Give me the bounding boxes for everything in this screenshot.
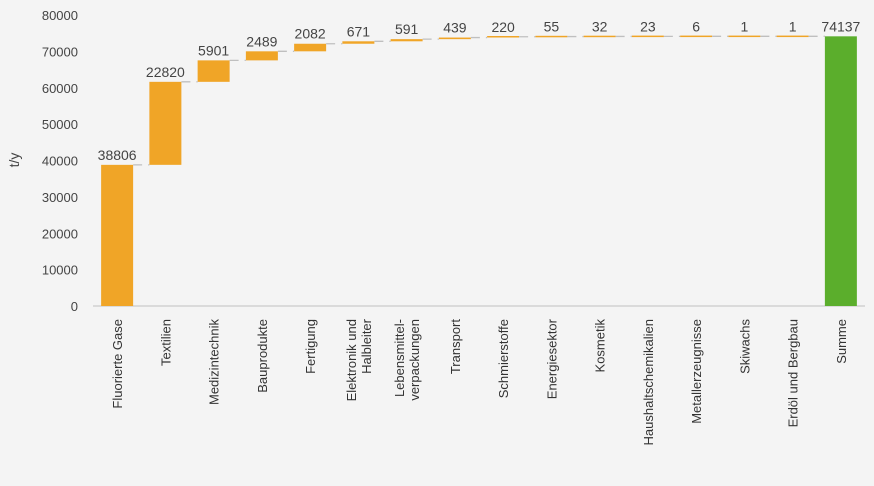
category-label: Transport — [448, 319, 463, 375]
data-label: 220 — [491, 19, 515, 35]
category-label: Haushaltschemikalien — [641, 319, 656, 445]
y-tick-label: 10000 — [42, 263, 78, 278]
waterfall-bar — [390, 39, 423, 42]
category-label: Schmierstoffe — [496, 319, 511, 398]
data-label: 671 — [347, 23, 371, 39]
waterfall-bar — [583, 35, 616, 38]
category-label-group: Textilien — [158, 319, 173, 366]
category-label: Kosmetik — [593, 319, 608, 373]
data-label: 6 — [692, 18, 700, 34]
waterfall-bar — [728, 35, 761, 38]
data-label: 32 — [592, 18, 608, 34]
category-label-group: Metallerzeugnisse — [689, 319, 704, 424]
data-label: 2489 — [246, 33, 277, 49]
data-label: 591 — [395, 21, 419, 37]
data-label: 439 — [443, 20, 467, 36]
data-label: 38806 — [98, 147, 137, 163]
data-label: 23 — [640, 18, 656, 34]
data-label: 1 — [740, 18, 748, 34]
category-label: Elektronik und — [344, 319, 359, 401]
y-tick-label: 30000 — [42, 190, 78, 205]
category-label: Lebensmittel- — [392, 319, 407, 397]
category-label: Summe — [834, 319, 849, 364]
category-label: Bauprodukte — [255, 319, 270, 393]
data-label: 5901 — [198, 42, 229, 58]
data-label: 22820 — [146, 64, 185, 80]
category-label-group: Lebensmittel-verpackungen — [392, 319, 422, 401]
waterfall-bar — [680, 35, 713, 38]
category-label-group: Kosmetik — [593, 319, 608, 373]
category-label-group: Transport — [448, 319, 463, 375]
category-label: Fluorierte Gase — [110, 319, 125, 409]
data-label: 55 — [544, 19, 560, 35]
y-tick-label: 80000 — [42, 8, 78, 23]
data-label: 74137 — [821, 18, 860, 34]
total-bar — [824, 36, 857, 307]
waterfall-bar — [776, 35, 809, 38]
waterfall-bar — [487, 36, 520, 38]
y-tick-label: 70000 — [42, 44, 78, 59]
waterfall-bar — [631, 35, 664, 38]
waterfall-bar — [197, 60, 230, 82]
category-label: Metallerzeugnisse — [689, 319, 704, 424]
category-label: Medizintechnik — [207, 319, 222, 405]
category-label-group: Erdöl und Bergbau — [786, 319, 801, 427]
data-label: 1 — [789, 18, 797, 34]
data-label: 2082 — [295, 26, 326, 42]
category-label-group: Fluorierte Gase — [110, 319, 125, 409]
category-label-group: Energiesektor — [544, 318, 559, 399]
waterfall-bar — [149, 81, 182, 165]
waterfall-bar — [101, 164, 134, 306]
y-tick-label: 0 — [71, 299, 78, 314]
y-tick-label: 60000 — [42, 81, 78, 96]
category-label: Halbleiter — [359, 318, 374, 374]
category-label: Energiesektor — [544, 318, 559, 399]
waterfall-bar — [294, 43, 327, 52]
y-tick-label: 50000 — [42, 117, 78, 132]
category-label: Textilien — [158, 319, 173, 366]
waterfall-bar — [438, 37, 471, 40]
category-label: Skiwachs — [737, 319, 752, 374]
waterfall-bar — [342, 41, 375, 44]
category-label-group: Schmierstoffe — [496, 319, 511, 398]
category-label-group: Haushaltschemikalien — [641, 319, 656, 445]
category-label-group: Bauprodukte — [255, 319, 270, 393]
category-label: Erdöl und Bergbau — [786, 319, 801, 427]
y-tick-label: 40000 — [42, 154, 78, 169]
waterfall-bar — [245, 51, 278, 61]
y-tick-label: 20000 — [42, 226, 78, 241]
category-label-group: Fertigung — [303, 319, 318, 374]
category-label-group: Summe — [834, 319, 849, 364]
waterfall-bar — [535, 35, 568, 38]
category-label: verpackungen — [407, 319, 422, 401]
category-label-group: Medizintechnik — [207, 319, 222, 405]
category-label-group: Elektronik und Halbleiter — [344, 318, 374, 401]
category-label: Fertigung — [303, 319, 318, 374]
y-axis-title: t/y — [6, 153, 22, 168]
category-label-group: Skiwachs — [737, 319, 752, 374]
